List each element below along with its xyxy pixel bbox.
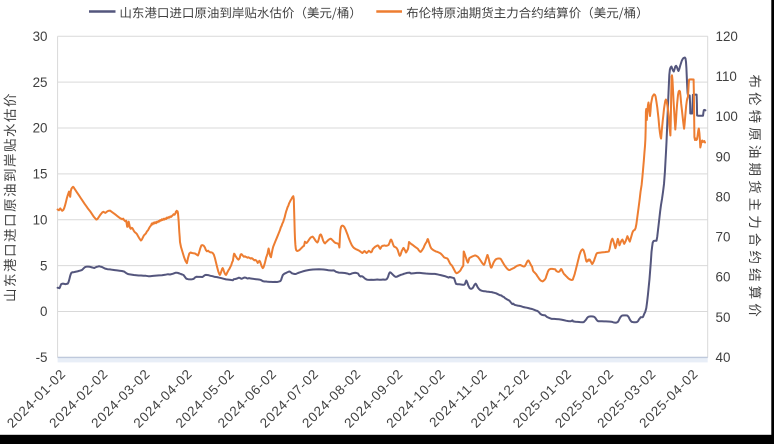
svg-text:-5: -5 (36, 350, 48, 365)
svg-text:110: 110 (716, 69, 737, 84)
svg-text:100: 100 (716, 109, 738, 124)
svg-text:50: 50 (716, 310, 731, 325)
svg-text:5: 5 (40, 258, 47, 273)
svg-text:80: 80 (716, 189, 731, 204)
svg-text:0: 0 (40, 304, 47, 319)
svg-text:15: 15 (33, 167, 48, 182)
svg-text:30: 30 (33, 29, 48, 44)
svg-text:90: 90 (716, 149, 731, 164)
svg-text:60: 60 (716, 270, 731, 285)
svg-text:10: 10 (33, 212, 48, 227)
svg-text:120: 120 (716, 29, 738, 44)
svg-text:40: 40 (716, 350, 731, 365)
svg-text:70: 70 (716, 230, 731, 245)
svg-text:20: 20 (33, 121, 48, 136)
svg-text:25: 25 (33, 75, 48, 90)
